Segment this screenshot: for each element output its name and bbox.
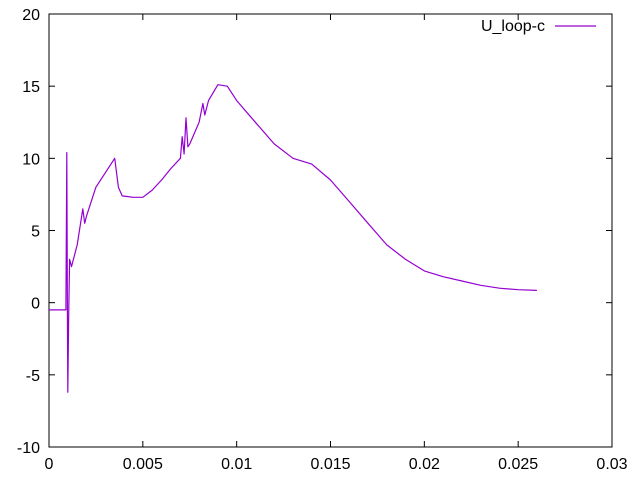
y-tick-label: 0 (31, 296, 40, 313)
plot-border (48, 13, 613, 448)
x-tick-label: 0.03 (596, 456, 627, 473)
x-tick-label: 0.005 (123, 456, 163, 473)
x-tick-label: 0.015 (310, 456, 350, 473)
legend-label: U_loop-c (481, 18, 545, 35)
x-tick-label: 0 (45, 456, 54, 473)
y-tick-label: -10 (17, 440, 40, 457)
x-tick-label: 0.025 (498, 456, 538, 473)
x-tick-label: 0.01 (221, 456, 252, 473)
y-tick-label: 5 (31, 224, 40, 241)
tick-labels: 0 0.005 0.01 0.015 0.02 0.025 0.03 -10 -5 0 5 10 15 2… (17, 7, 628, 473)
x-tick-label: 0.02 (409, 456, 440, 473)
legend: U_loop-c (481, 18, 596, 35)
y-tick-label: -5 (26, 368, 40, 385)
series-line-u-loop-c (49, 84, 537, 393)
y-tick-label: 10 (22, 151, 40, 168)
y-tick-label: 20 (22, 7, 40, 24)
y-tick-label: 15 (22, 79, 40, 96)
ticks (48, 13, 613, 448)
